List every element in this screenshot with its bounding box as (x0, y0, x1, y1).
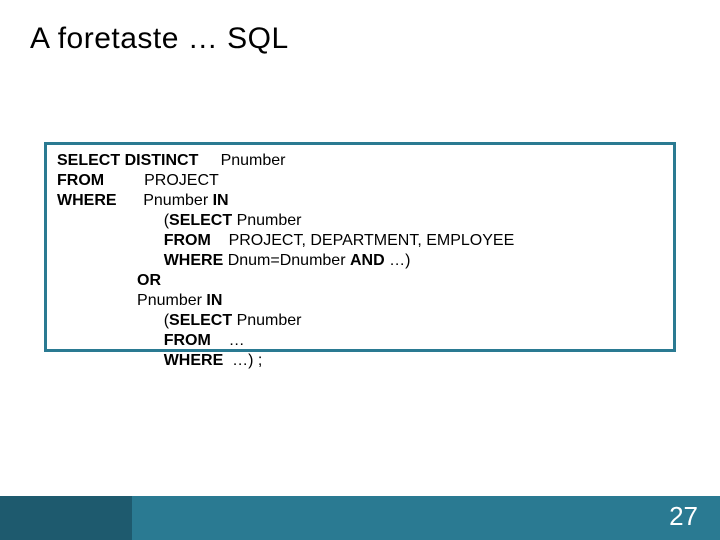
code-line: OR (57, 271, 663, 291)
code-line: (SELECT Pnumber (57, 311, 663, 331)
sql-code-box: SELECT DISTINCT PnumberFROM PROJECTWHERE… (44, 142, 676, 352)
code-line: (SELECT Pnumber (57, 211, 663, 231)
code-line: Pnumber IN (57, 291, 663, 311)
code-line: FROM … (57, 331, 663, 351)
slide: A foretaste … SQL SELECT DISTINCT Pnumbe… (0, 0, 720, 540)
sql-code: SELECT DISTINCT PnumberFROM PROJECTWHERE… (57, 151, 663, 371)
code-line: FROM PROJECT, DEPARTMENT, EMPLOYEE (57, 231, 663, 251)
footer-accent (0, 496, 132, 540)
code-line: WHERE …) ; (57, 351, 663, 371)
code-line: WHERE Dnum=Dnumber AND …) (57, 251, 663, 271)
code-line: SELECT DISTINCT Pnumber (57, 151, 663, 171)
code-line: WHERE Pnumber IN (57, 191, 663, 211)
code-line: FROM PROJECT (57, 171, 663, 191)
page-number: 27 (669, 501, 698, 532)
slide-title: A foretaste … SQL (30, 22, 289, 56)
